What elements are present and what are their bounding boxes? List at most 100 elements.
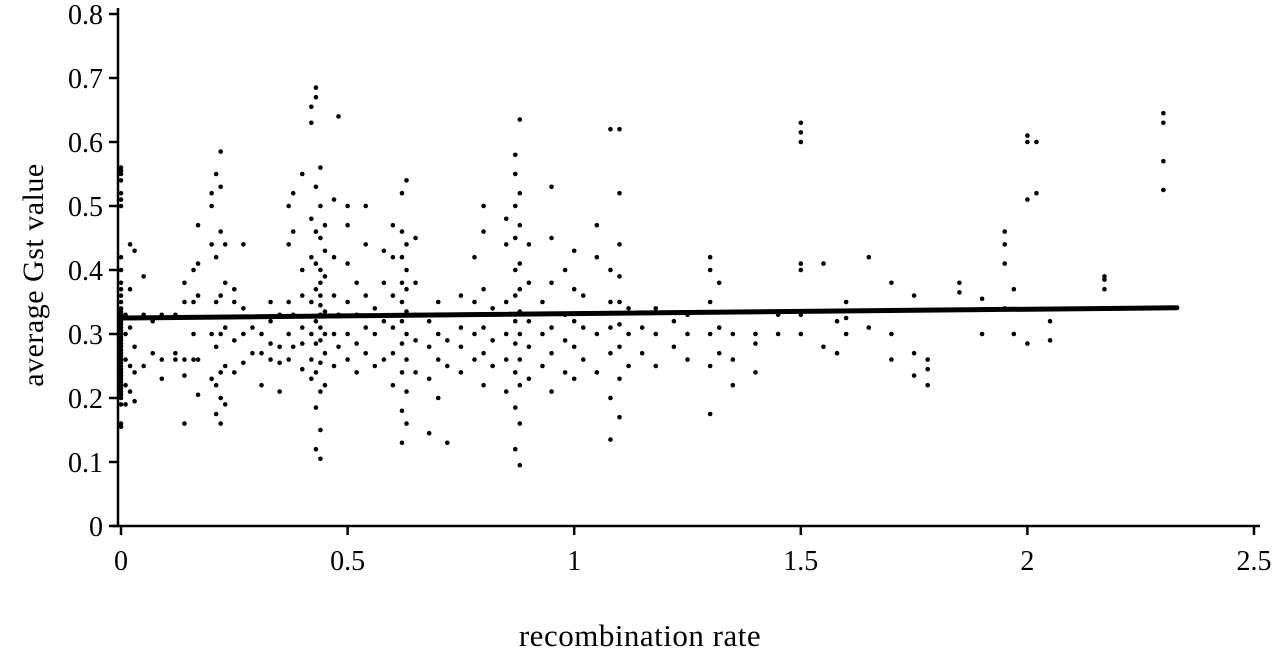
data-point: [957, 280, 962, 286]
data-point: [127, 325, 133, 330]
data-point: [639, 350, 645, 356]
data-point: [957, 290, 962, 295]
data-point: [118, 171, 124, 177]
data-point: [549, 350, 554, 356]
data-point: [671, 318, 677, 324]
data-point: [345, 203, 350, 209]
data-point: [218, 229, 224, 234]
data-point: [798, 331, 804, 337]
data-point: [571, 344, 577, 350]
data-point: [517, 190, 523, 196]
x-tick-label: 0.5: [330, 546, 365, 577]
data-point: [363, 350, 369, 356]
data-point: [481, 286, 486, 292]
data-point: [571, 318, 577, 324]
data-point: [182, 280, 187, 286]
data-point: [445, 440, 450, 446]
data-point: [503, 331, 509, 337]
data-point: [286, 331, 291, 337]
data-point: [1161, 158, 1166, 164]
data-point: [381, 357, 387, 362]
data-point: [123, 331, 128, 337]
data-point: [209, 376, 214, 382]
data-point: [472, 357, 477, 362]
data-point: [118, 386, 124, 391]
data-point: [399, 229, 405, 234]
data-point: [562, 370, 568, 375]
data-point: [118, 366, 124, 372]
data-point: [345, 357, 350, 362]
data-point: [834, 318, 840, 324]
data-point: [363, 325, 369, 330]
data-point: [399, 280, 405, 286]
data-point: [118, 347, 124, 353]
data-point: [309, 357, 314, 362]
data-point: [191, 299, 196, 305]
data-point: [232, 299, 237, 305]
data-point: [268, 299, 273, 305]
data-point: [798, 130, 804, 135]
data-point: [1161, 110, 1166, 116]
data-point: [299, 341, 305, 346]
data-point: [503, 242, 509, 247]
data-point: [1034, 190, 1039, 196]
data-point: [617, 242, 622, 247]
data-point: [118, 354, 124, 359]
data-point: [141, 274, 146, 279]
data-point: [318, 203, 323, 209]
data-point: [512, 267, 518, 273]
data-point: [313, 261, 319, 266]
data-point: [911, 293, 917, 298]
data-point: [608, 267, 613, 273]
data-point: [127, 363, 133, 369]
data-point: [716, 350, 722, 356]
x-tick-label: 2: [1020, 546, 1034, 577]
data-point: [222, 242, 228, 247]
data-point: [331, 197, 337, 202]
data-point: [354, 341, 359, 346]
data-point: [127, 389, 133, 394]
data-point: [286, 299, 291, 305]
data-point: [118, 197, 124, 202]
data-point: [526, 376, 532, 382]
data-point: [503, 389, 509, 394]
data-point: [118, 357, 124, 362]
data-point: [372, 331, 378, 337]
data-point: [1102, 277, 1107, 282]
data-point: [490, 363, 495, 369]
data-point: [481, 382, 486, 388]
data-point: [798, 139, 804, 145]
data-point: [218, 370, 224, 375]
data-point: [277, 344, 282, 350]
data-point: [481, 203, 486, 209]
data-point: [399, 318, 405, 324]
data-point: [118, 328, 124, 334]
data-point: [608, 395, 613, 401]
data-point: [118, 331, 124, 337]
data-point: [512, 318, 518, 324]
data-point: [617, 190, 622, 196]
data-point: [413, 370, 418, 375]
data-point: [299, 293, 305, 298]
data-point: [127, 242, 133, 247]
data-point: [195, 293, 201, 298]
data-point: [834, 350, 840, 356]
data-point: [512, 405, 518, 410]
data-point: [318, 302, 323, 308]
data-point: [517, 286, 523, 292]
data-point: [549, 280, 554, 286]
data-point: [404, 421, 409, 426]
data-point: [118, 360, 124, 366]
data-point: [526, 318, 532, 324]
data-point: [503, 216, 509, 222]
data-point: [925, 357, 930, 362]
data-point: [182, 357, 187, 362]
data-point: [318, 456, 323, 462]
data-point: [653, 363, 659, 369]
data-point: [626, 363, 631, 369]
data-point: [481, 325, 486, 330]
data-point: [213, 411, 219, 417]
data-point: [118, 299, 124, 305]
data-point: [1011, 331, 1017, 337]
data-point: [549, 235, 554, 241]
